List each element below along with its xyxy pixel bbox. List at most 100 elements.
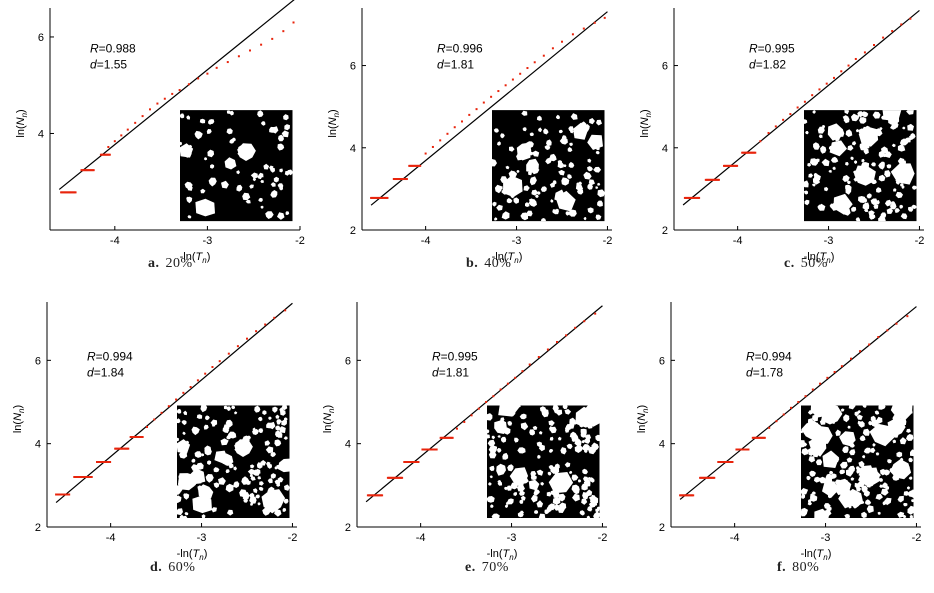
particle — [589, 477, 594, 482]
data-point — [695, 196, 698, 199]
data-point — [64, 493, 67, 496]
particle — [558, 169, 565, 176]
particle — [907, 486, 911, 490]
particle — [501, 211, 510, 220]
particle — [207, 460, 212, 465]
particle — [205, 415, 210, 421]
data-point — [377, 196, 380, 199]
particle — [892, 473, 900, 481]
data-point — [131, 436, 134, 438]
x-tick-label: -2 — [295, 235, 305, 247]
particle — [517, 447, 526, 454]
particle — [265, 446, 274, 454]
particle — [252, 427, 256, 432]
fit-line — [682, 10, 920, 206]
particle — [830, 156, 839, 163]
particle — [563, 164, 567, 168]
data-point — [690, 196, 693, 199]
data-point — [55, 493, 58, 496]
data-point — [574, 326, 577, 329]
particle — [858, 196, 866, 203]
data-point — [260, 43, 263, 46]
particle — [908, 505, 914, 511]
data-point — [204, 372, 207, 375]
particle — [583, 171, 592, 180]
particle — [863, 490, 870, 497]
particle — [522, 127, 527, 132]
particle — [259, 481, 264, 486]
data-point — [840, 70, 843, 73]
data-point — [386, 476, 389, 479]
particle — [839, 469, 845, 475]
particle — [265, 211, 274, 219]
data-point — [64, 191, 67, 194]
particle — [858, 128, 865, 135]
particle — [804, 180, 809, 188]
data-point — [811, 94, 814, 97]
data-point — [375, 494, 378, 497]
data-point — [819, 382, 822, 385]
particle — [898, 418, 907, 426]
particle — [899, 437, 907, 445]
x-tick-label: -2 — [912, 532, 922, 544]
particle — [844, 513, 850, 518]
data-point — [392, 476, 395, 479]
particle — [906, 428, 911, 433]
particle — [516, 484, 525, 492]
particle — [581, 483, 588, 491]
particle — [513, 177, 519, 184]
particle — [180, 141, 183, 146]
particle — [531, 167, 540, 175]
particle — [200, 188, 206, 194]
data-point — [271, 37, 274, 40]
particle — [221, 180, 229, 189]
data-point — [441, 436, 444, 439]
particle — [578, 181, 582, 185]
data-point — [435, 448, 438, 451]
particle — [880, 488, 889, 496]
data-point — [376, 494, 379, 497]
data-point — [713, 476, 716, 479]
y-tick-label: 2 — [662, 225, 668, 237]
data-point — [703, 476, 706, 479]
particle — [567, 174, 572, 179]
data-point — [369, 494, 372, 497]
particle — [814, 174, 820, 180]
particle — [514, 437, 519, 443]
data-point — [736, 448, 739, 451]
particle — [578, 479, 582, 483]
particle — [878, 174, 886, 182]
particle — [808, 456, 815, 463]
particle — [902, 126, 906, 130]
data-point — [873, 44, 875, 46]
x-tick-label: -4 — [416, 532, 426, 544]
data-point — [415, 164, 418, 167]
particle — [558, 493, 566, 502]
particle — [257, 476, 261, 480]
particle — [580, 431, 587, 438]
particle — [226, 509, 234, 516]
particle — [264, 440, 271, 446]
particle — [516, 170, 520, 173]
panel-letter: e. — [465, 560, 476, 575]
particle — [828, 416, 837, 424]
particle — [587, 166, 593, 172]
particle — [191, 458, 196, 463]
data-point — [717, 461, 720, 463]
particle — [277, 458, 290, 473]
data-point — [490, 95, 493, 98]
particle — [807, 418, 814, 425]
particle — [281, 405, 288, 411]
data-point — [393, 178, 396, 181]
data-point — [721, 461, 724, 463]
particle — [284, 484, 290, 491]
particle — [858, 421, 865, 428]
particle — [897, 511, 905, 518]
particle — [548, 420, 555, 427]
x-tick-label: -4 — [730, 532, 740, 544]
particle — [567, 147, 573, 152]
particle — [516, 152, 524, 161]
particle — [801, 493, 806, 499]
